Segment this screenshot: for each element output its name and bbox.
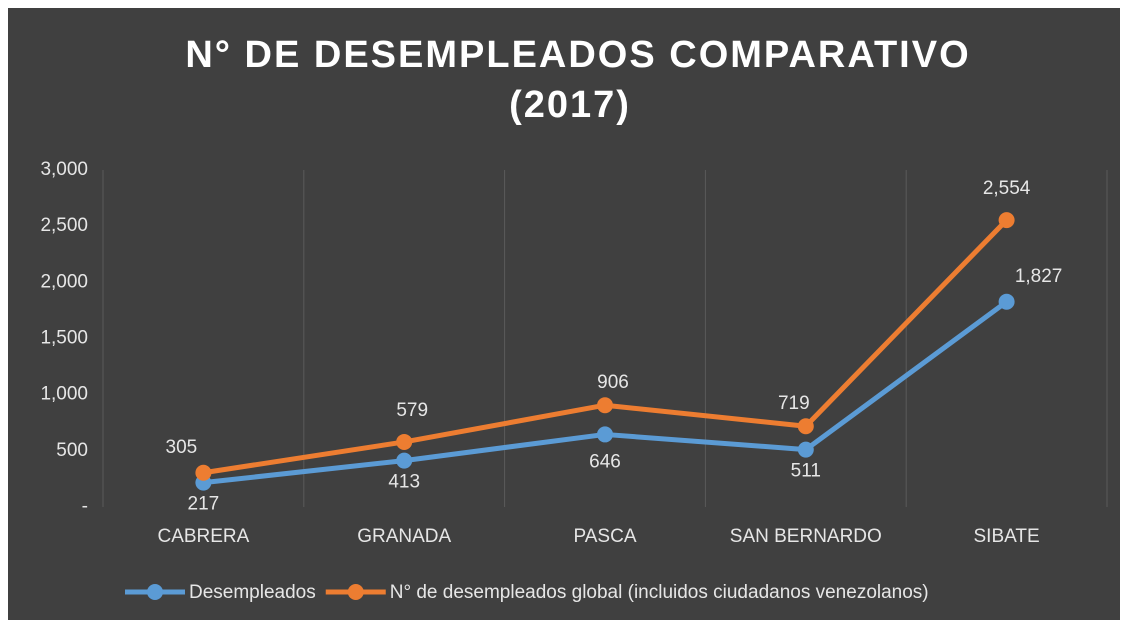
legend-label: Desempleados: [189, 582, 316, 603]
legend-swatch: [147, 584, 163, 600]
data-label: 511: [791, 461, 821, 482]
data-label: 305: [166, 437, 198, 458]
data-label: 217: [188, 494, 220, 515]
point: [195, 464, 212, 481]
data-label: 579: [396, 400, 428, 421]
y-tick-label: 2,000: [40, 271, 88, 292]
chart-title: (2017): [509, 84, 631, 126]
point: [396, 433, 413, 450]
point: [597, 397, 613, 414]
legend-swatch: [347, 584, 364, 600]
point: [797, 418, 814, 435]
data-label: 906: [597, 372, 629, 393]
y-tick-label: 500: [56, 440, 88, 461]
y-tick-label: -: [82, 496, 88, 517]
point: [998, 293, 1015, 310]
chart-background: [8, 8, 1120, 620]
x-tick-label: GRANADA: [357, 526, 451, 547]
x-tick-label: SIBATE: [974, 526, 1040, 547]
point: [797, 441, 814, 458]
data-label: 646: [589, 451, 621, 472]
y-tick-label: 2,500: [40, 215, 88, 236]
data-label: 2,554: [983, 178, 1031, 199]
data-label: 413: [388, 472, 420, 493]
x-tick-label: SAN BERNARDO: [730, 526, 882, 547]
chart-title: N° DE DESEMPLEADOS COMPARATIVO: [185, 34, 970, 76]
data-label: 719: [778, 393, 810, 414]
x-tick-label: CABRERA: [157, 526, 249, 547]
point: [396, 452, 413, 469]
y-tick-label: 1,500: [40, 328, 88, 349]
point: [597, 426, 613, 443]
data-label: 1,827: [1015, 266, 1063, 287]
x-tick-label: PASCA: [573, 526, 636, 547]
y-tick-label: 1,000: [40, 384, 88, 405]
legend-label: N° de desempleados global (incluidos ciu…: [390, 582, 929, 603]
point: [998, 212, 1015, 229]
y-tick-label: 3,000: [40, 159, 88, 180]
